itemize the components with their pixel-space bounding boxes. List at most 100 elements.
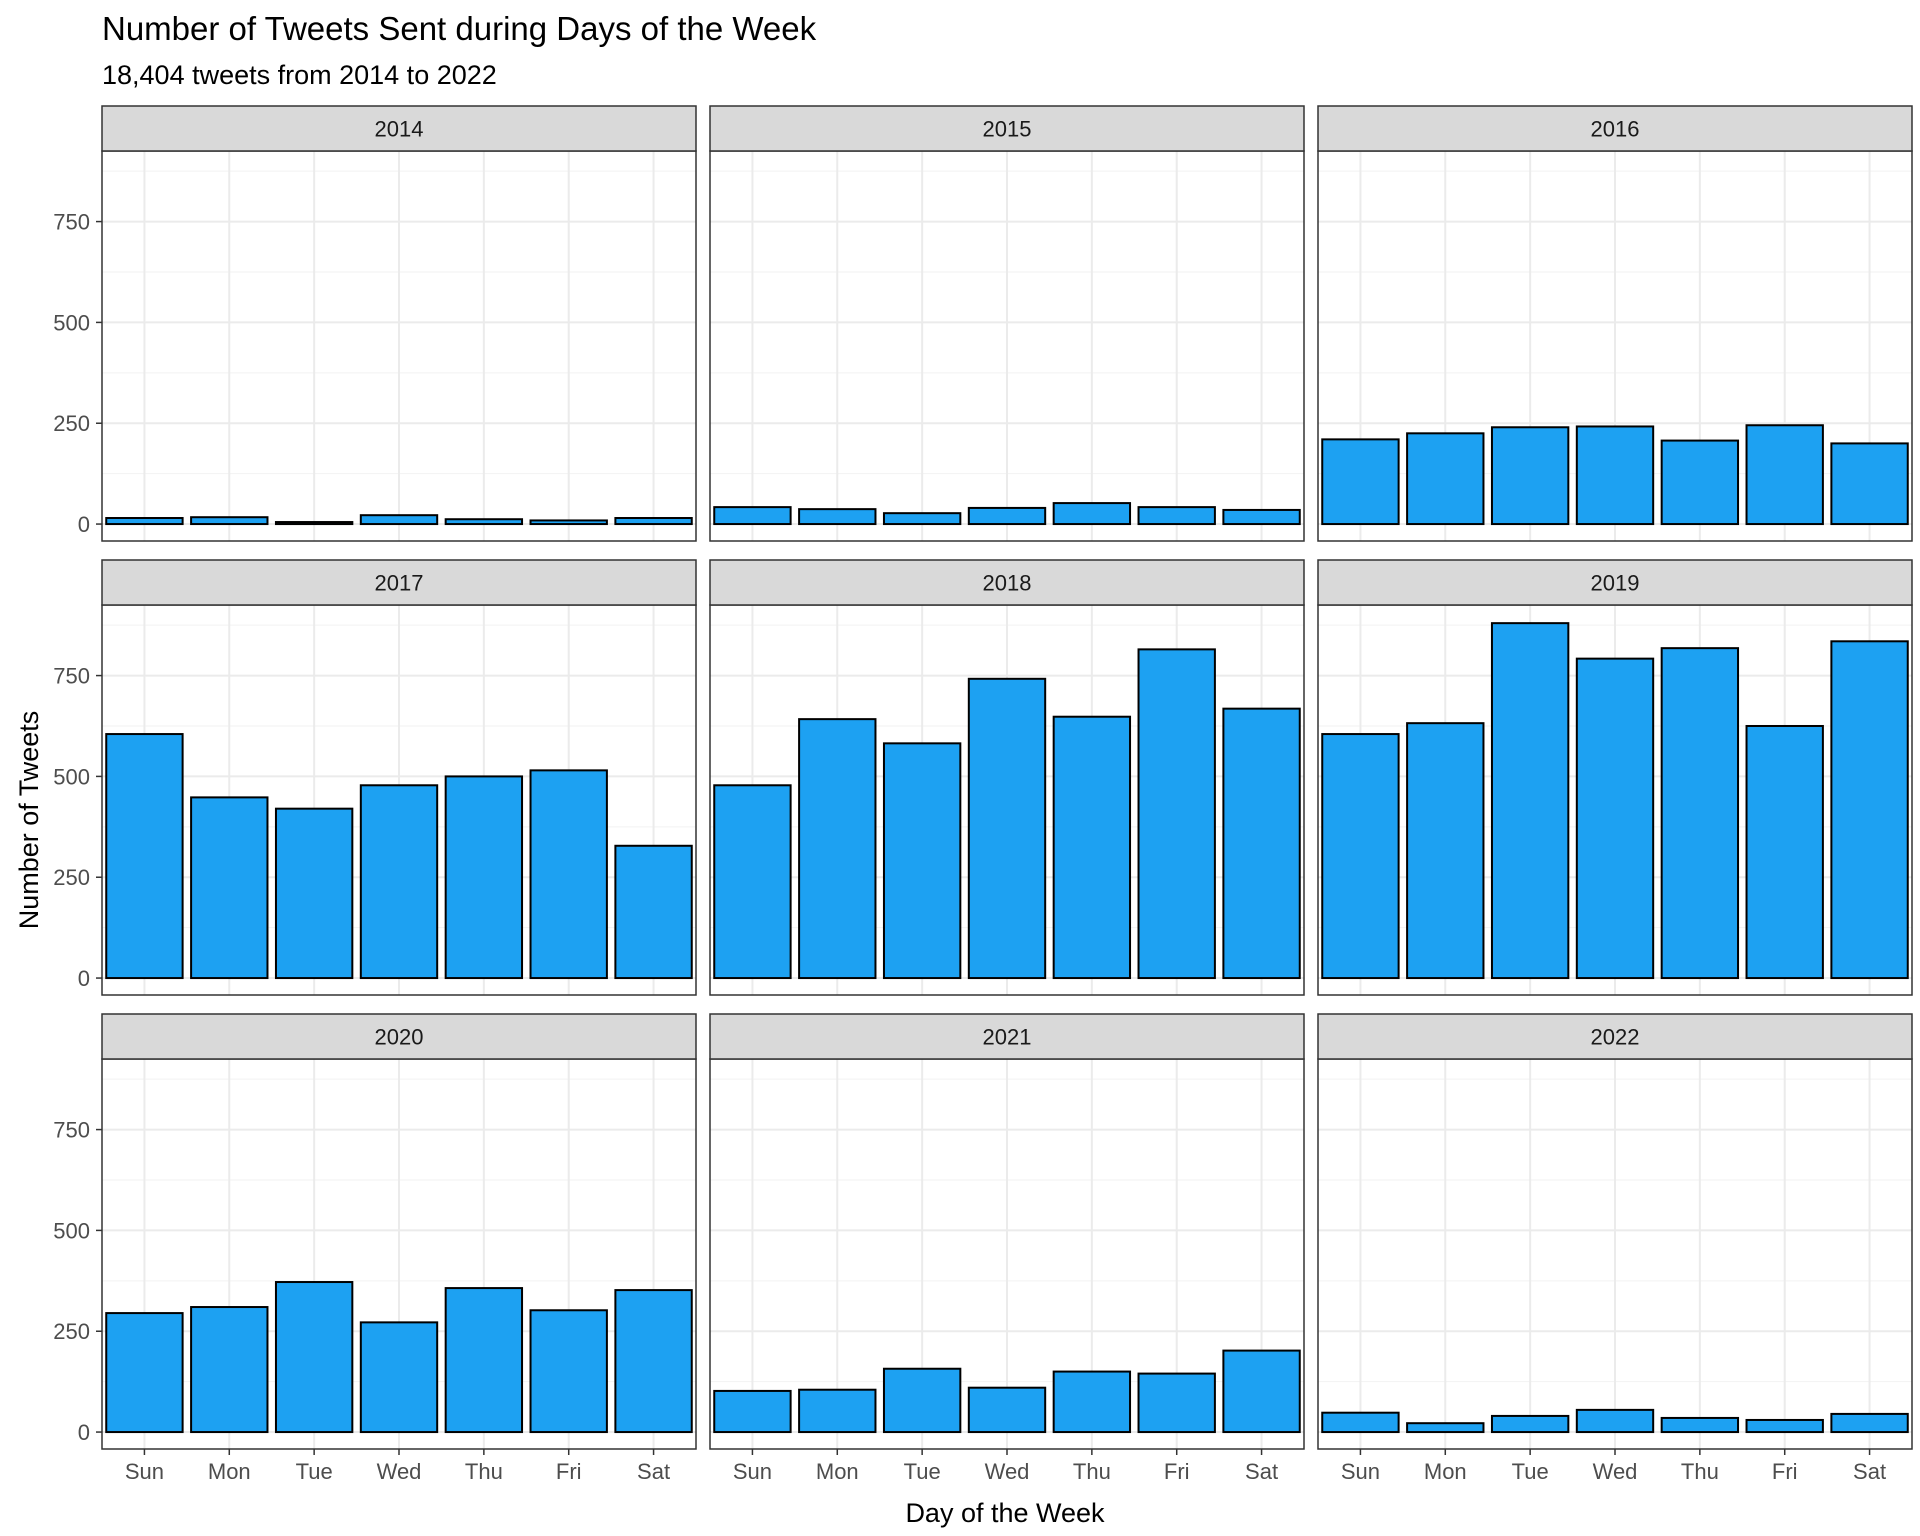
y-tick-label: 250 <box>53 865 90 890</box>
y-tick-label: 500 <box>53 310 90 335</box>
y-tick-label: 750 <box>53 1118 90 1143</box>
facet-strip <box>709 105 1305 152</box>
bar-2019-mon <box>1406 722 1485 980</box>
x-tick-label: Wed <box>985 1459 1030 1484</box>
bar-2022-thu <box>1660 1416 1740 1434</box>
bar-2015-fri <box>1137 506 1216 526</box>
x-tick-label: Sat <box>1853 1459 1886 1484</box>
y-tick-label: 250 <box>53 411 90 436</box>
facet-strip <box>1317 559 1913 606</box>
facet-panel-2021: 2021 Sun Mon Tue Wed Thu Fri Sat <box>709 1013 1305 1484</box>
bar-2016-sat <box>1830 442 1909 526</box>
bar-2021-thu <box>1052 1370 1132 1434</box>
y-tick-label: 0 <box>78 966 90 991</box>
bar-2014-sat <box>614 517 693 526</box>
bar-2022-mon <box>1406 1422 1485 1434</box>
x-tick-label: Fri <box>1772 1459 1798 1484</box>
y-tick-label: 500 <box>53 1218 90 1243</box>
bar-2017-sat <box>614 844 693 980</box>
facet-panel-2014: 2014 0 250 500 750 <box>53 105 697 542</box>
x-tick-label: Thu <box>465 1459 503 1484</box>
facet-panel-2015: 2015 <box>709 105 1305 542</box>
bar-2015-sat <box>1222 508 1301 526</box>
y-tick-label: 250 <box>53 1319 90 1344</box>
bar-2014-mon <box>190 516 269 526</box>
bar-2020-mon <box>190 1306 269 1434</box>
bar-2015-sun <box>713 506 792 526</box>
bar-2018-wed <box>967 677 1047 980</box>
bar-2019-fri <box>1745 724 1824 980</box>
bar-2014-tue <box>274 521 354 526</box>
facet-strip <box>101 1013 697 1060</box>
x-tick-label: Thu <box>1073 1459 1111 1484</box>
x-tick-label: Wed <box>1593 1459 1638 1484</box>
x-tick-label: Tue <box>904 1459 941 1484</box>
y-tick-label: 750 <box>53 210 90 235</box>
bar-2020-sun <box>105 1312 184 1434</box>
bar-2014-fri <box>529 519 608 526</box>
bar-2018-fri <box>1137 648 1216 980</box>
x-axis-title: Day of the Week <box>905 1498 1105 1528</box>
bar-2016-tue <box>1490 426 1570 526</box>
bar-2020-thu <box>444 1287 524 1434</box>
bar-2020-sat <box>614 1289 693 1434</box>
facet-strip-label: 2016 <box>1591 117 1640 142</box>
y-tick-label: 0 <box>78 512 90 537</box>
bar-2015-mon <box>798 508 877 526</box>
facet-strip <box>1317 1013 1913 1060</box>
x-tick-label: Mon <box>816 1459 859 1484</box>
x-tick-label: Tue <box>296 1459 333 1484</box>
bar-2019-wed <box>1575 657 1655 980</box>
bar-2022-sat <box>1830 1412 1909 1434</box>
bar-2015-thu <box>1052 502 1132 526</box>
facet-strip-label: 2020 <box>375 1025 424 1050</box>
bar-2017-mon <box>190 796 269 980</box>
x-tick-label: Wed <box>377 1459 422 1484</box>
bar-2014-wed <box>359 514 439 526</box>
bar-2015-tue <box>882 512 962 526</box>
bar-2021-sun <box>713 1389 792 1434</box>
facet-strip <box>709 1013 1305 1060</box>
bar-2018-mon <box>798 718 877 980</box>
facet-strip-label: 2021 <box>983 1025 1032 1050</box>
y-tick-label: 0 <box>78 1420 90 1445</box>
facet-strip-label: 2022 <box>1591 1025 1640 1050</box>
bar-2018-sun <box>713 784 792 980</box>
facet-panel-2019: 2019 <box>1317 559 1913 996</box>
x-tick-label: Fri <box>1164 1459 1190 1484</box>
facet-strip-label: 2018 <box>983 571 1032 596</box>
bar-2022-tue <box>1490 1414 1570 1434</box>
bar-2020-fri <box>529 1309 608 1434</box>
bar-2018-sat <box>1222 707 1301 980</box>
facet-strip-label: 2017 <box>375 571 424 596</box>
facet-strip-label: 2019 <box>1591 571 1640 596</box>
x-tick-label: Sun <box>125 1459 164 1484</box>
bar-2014-sun <box>105 517 184 526</box>
bar-2019-tue <box>1490 622 1570 980</box>
bar-2016-wed <box>1575 425 1655 526</box>
bar-2017-fri <box>529 769 608 980</box>
bar-2017-sun <box>105 733 184 980</box>
bar-2015-wed <box>967 506 1047 526</box>
bar-2021-wed <box>967 1386 1047 1434</box>
bar-2016-fri <box>1745 424 1824 526</box>
chart-subtitle: 18,404 tweets from 2014 to 2022 <box>102 60 497 90</box>
bar-2016-mon <box>1406 432 1485 526</box>
y-axis-title: Number of Tweets <box>14 711 44 930</box>
bar-2019-thu <box>1660 647 1740 980</box>
facet-panel-2020: 2020 0 250 500 750 Sun Mon Tue Wed Thu Fri Sat <box>53 1013 697 1484</box>
facet-panel-2022: 2022 Sun Mon Tue Wed Thu Fri Sat <box>1317 1013 1913 1484</box>
x-tick-label: Sat <box>1245 1459 1278 1484</box>
bar-2017-wed <box>359 784 439 980</box>
x-tick-label: Mon <box>1424 1459 1467 1484</box>
facet-strip <box>101 105 697 152</box>
facet-panel-2018: 2018 <box>709 559 1305 996</box>
x-tick-label: Thu <box>1681 1459 1719 1484</box>
facet-strip <box>101 559 697 606</box>
bar-2021-fri <box>1137 1372 1216 1434</box>
bar-2018-tue <box>882 742 962 980</box>
chart-title: Number of Tweets Sent during Days of the… <box>102 10 817 47</box>
facet-panel-2017: 2017 0 250 500 750 <box>53 559 697 996</box>
bar-2019-sat <box>1830 640 1909 980</box>
